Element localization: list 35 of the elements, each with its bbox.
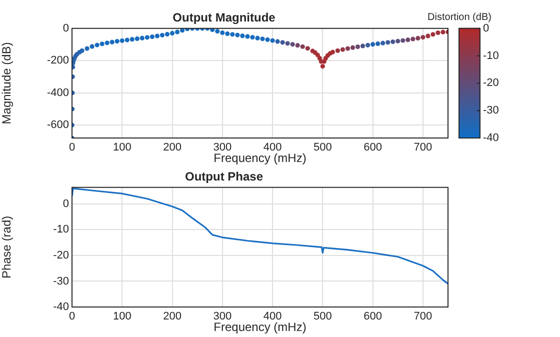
color-bar-label: -30 (483, 104, 499, 117)
x-tick-label: 100 (112, 142, 132, 154)
y-axis-title: Phase (rad) (0, 216, 14, 279)
x-tick-label: 300 (213, 142, 232, 154)
x-tick-label: 200 (163, 142, 182, 154)
x-tick-label: 200 (163, 310, 182, 323)
color-bar-label: -20 (483, 77, 499, 90)
x-tick-label: 400 (263, 142, 282, 154)
y-tick-label: -30 (53, 275, 69, 288)
color-bar-label: -10 (483, 50, 499, 62)
x-axis-title: Frequency (mHz) (214, 151, 306, 166)
y-tick-label: -10 (53, 224, 69, 236)
color-bar-title: Distortion (dB) (428, 12, 492, 24)
y-tick-label: -20 (53, 249, 69, 262)
x-axis-title: Frequency (mHz) (214, 320, 306, 334)
x-tick-label: 100 (112, 310, 132, 323)
x-tick-label: 400 (263, 310, 282, 323)
x-tick-label: 500 (313, 310, 332, 323)
y-tick-label: 0 (62, 198, 69, 210)
y-tick-label: -400 (46, 86, 69, 99)
color-bar-label: -40 (483, 132, 499, 144)
x-tick-label: 300 (213, 310, 232, 323)
y-tick-label: -40 (53, 301, 69, 314)
y-tick-label: 0 (62, 22, 69, 34)
chart-title: Output Phase (184, 170, 264, 184)
x-tick-label: 600 (364, 142, 382, 154)
y-tick-label: -600 (46, 119, 69, 132)
color-bar-label: 0 (483, 22, 490, 34)
x-tick-label: 500 (313, 142, 332, 154)
x-tick-label: 700 (414, 310, 432, 323)
x-tick-label: 600 (364, 310, 382, 323)
chart-title: Output Magnitude (172, 10, 276, 25)
x-tick-label: 700 (414, 142, 432, 154)
y-axis-title: Magnitude (dB) (0, 42, 14, 124)
y-tick-label: -200 (46, 54, 69, 67)
